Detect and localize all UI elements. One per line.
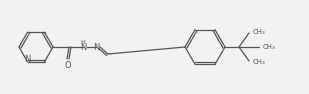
- Text: N: N: [24, 55, 31, 64]
- Text: N: N: [80, 42, 86, 52]
- Text: CH₃: CH₃: [263, 44, 275, 50]
- Text: O: O: [65, 61, 71, 69]
- Text: H: H: [81, 39, 85, 44]
- Text: N: N: [93, 42, 99, 52]
- Text: CH₃: CH₃: [253, 59, 265, 65]
- Text: CH₃: CH₃: [253, 29, 265, 35]
